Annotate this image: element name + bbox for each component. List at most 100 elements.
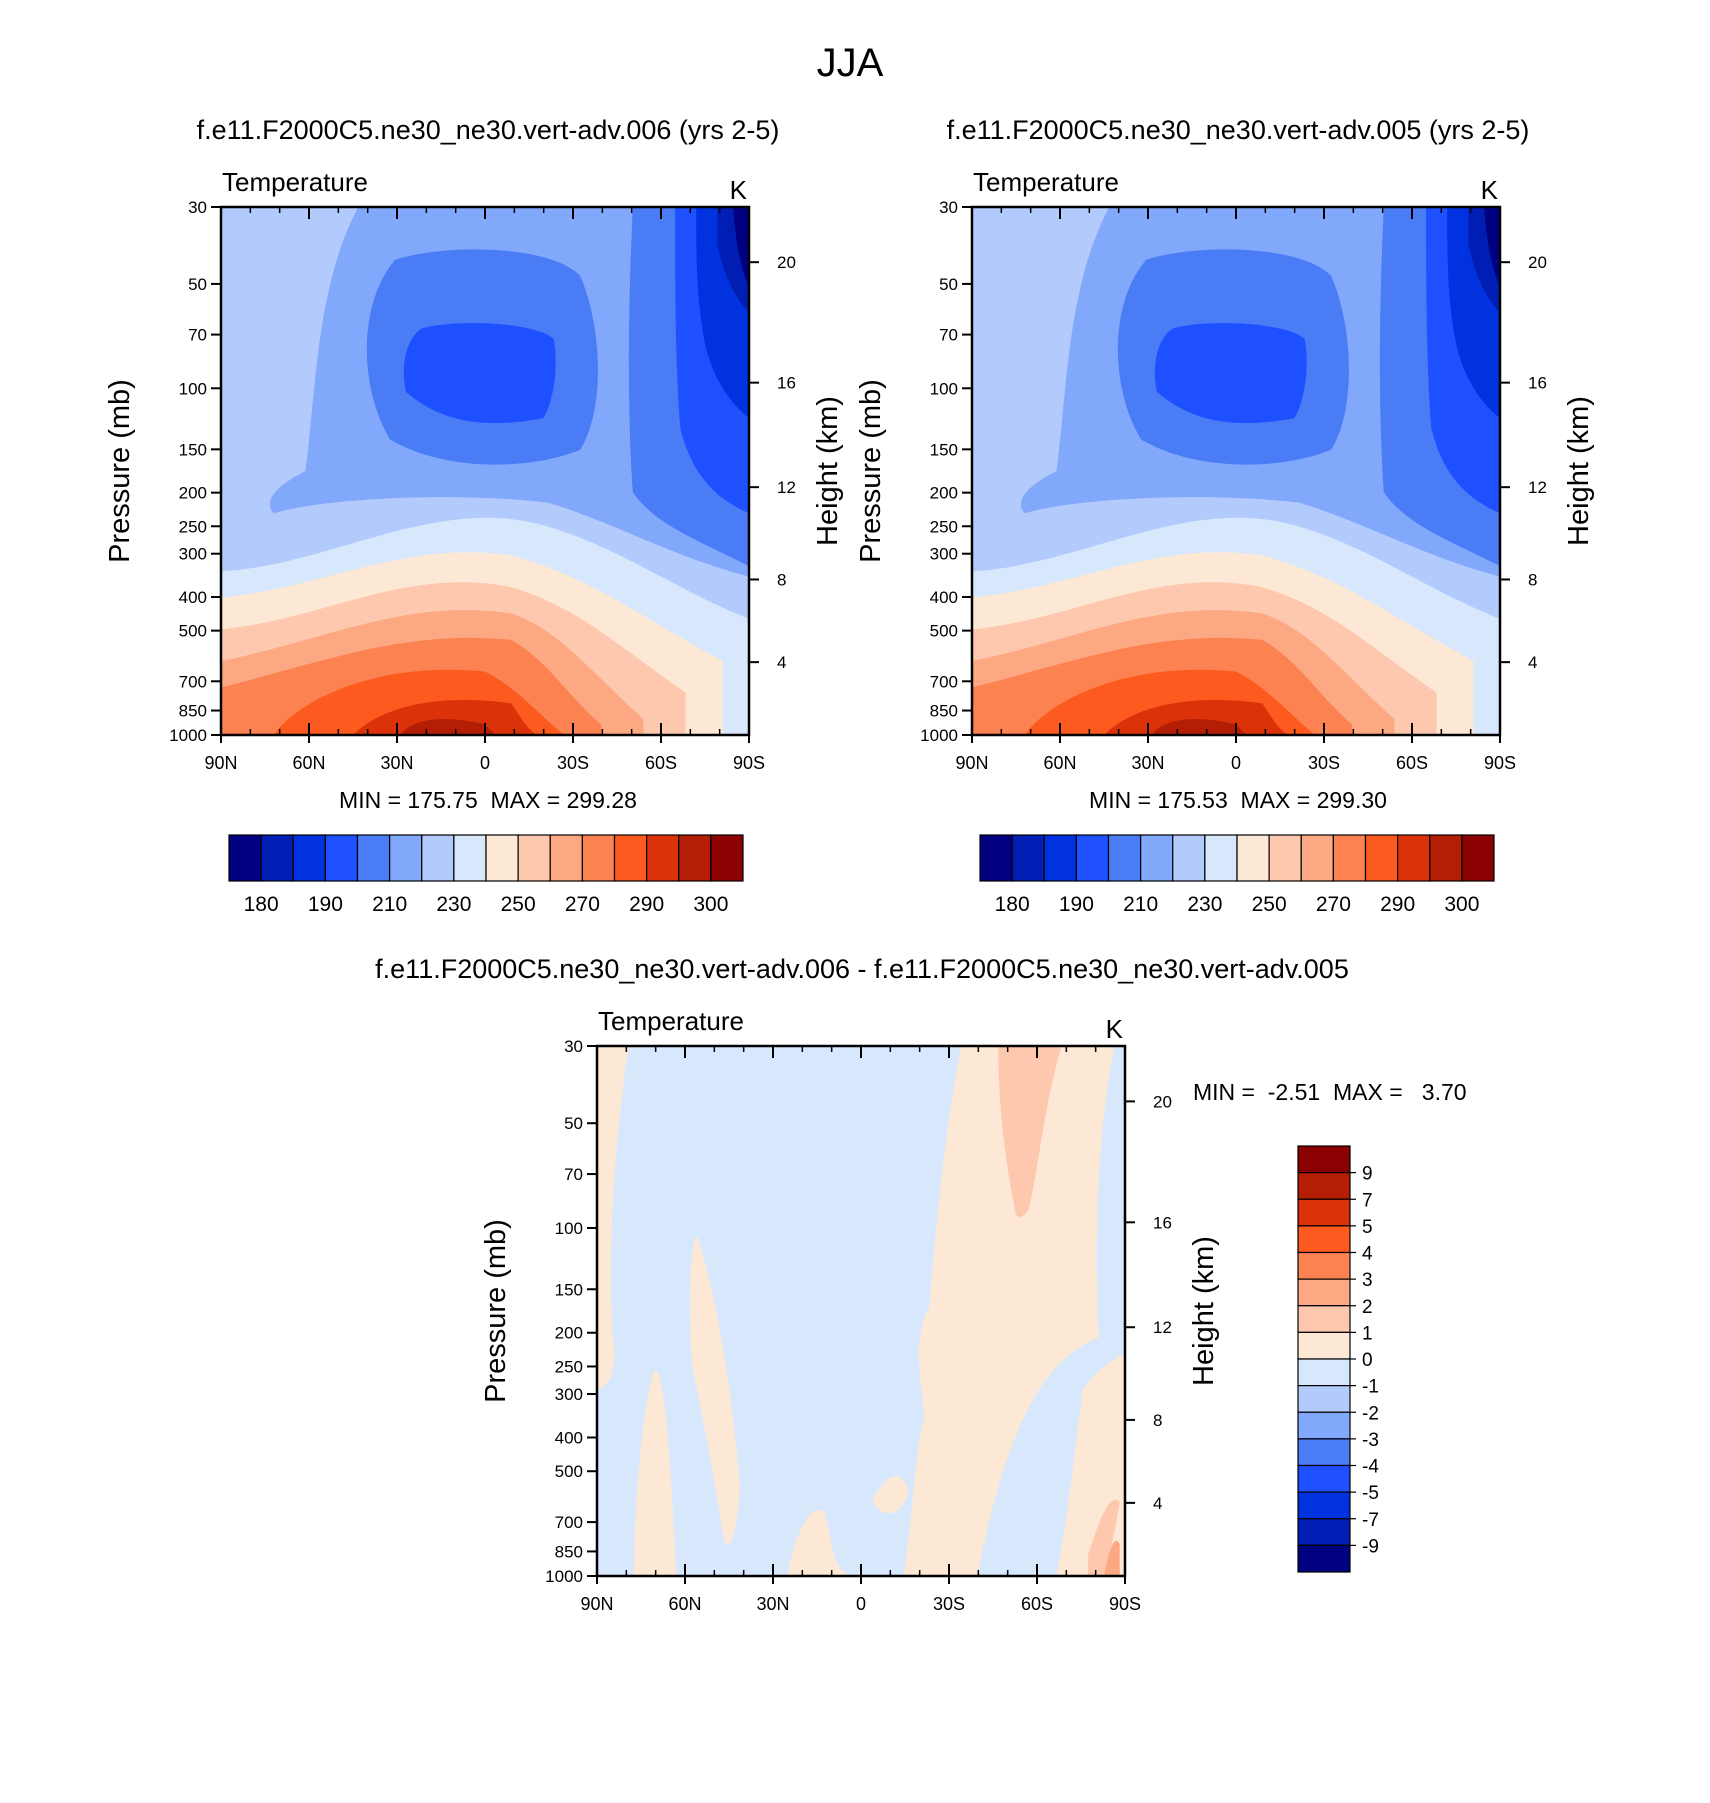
colorbar-label: 190 [308,893,343,916]
pressure-axis-title: Pressure (mb) [480,1219,512,1403]
colorbar-label: 180 [244,893,279,916]
contour-band [903,1046,1115,1576]
colorbar-box [1268,834,1302,882]
height-tick-label: 4 [1153,1494,1162,1513]
colorbar-box [1172,834,1206,882]
colorbar-box [1011,834,1045,882]
colorbar-box [1397,834,1431,882]
pressure-tick-label: 850 [179,702,207,721]
pressure-tick-label: 70 [188,326,207,345]
colorbar-box [1297,1251,1351,1280]
contour-band [353,700,538,735]
contour-fills [221,207,749,735]
colorbar-box [1297,1145,1351,1174]
x-tick-label: 30N [756,1594,789,1614]
height-tick-label: 4 [777,653,786,672]
colorbar-box [517,834,551,882]
colorbar-label: -7 [1362,1510,1379,1531]
colorbar-box [1300,834,1334,882]
panel-title: f.e11.F2000C5.ne30_ne30.vert-adv.006 - f… [375,954,1349,984]
colorbar-label: 5 [1362,1217,1373,1238]
x-tick-label: 0 [480,753,490,773]
colorbar-label: 9 [1362,1164,1373,1185]
colorbar-box [1297,1544,1351,1573]
pressure-tick-label: 1000 [169,726,207,745]
contour-band [871,1476,909,1514]
colorbar-box [1461,834,1495,882]
colorbar-box [1107,834,1142,882]
pressure-tick-label: 400 [930,588,958,607]
pressure-tick-label: 100 [930,379,958,398]
units-label: K [1481,175,1499,205]
x-tick-label: 90S [1484,753,1516,773]
height-tick-label: 8 [1528,570,1537,589]
colorbar-box [485,834,519,882]
pressure-tick-label: 250 [930,517,958,536]
min-max-stats: MIN = 175.75 MAX = 299.28 [339,787,637,813]
x-tick-label: 30S [557,753,589,773]
pressure-tick-label: 150 [930,440,958,459]
colorbar-label: 4 [1362,1244,1373,1265]
pressure-tick-label: 700 [930,672,958,691]
colorbar-label: 300 [1444,893,1479,916]
pressure-tick-label: 50 [188,275,207,294]
pressure-tick-label: 30 [564,1037,583,1056]
min-max-stats: MIN = -2.51 MAX = 3.70 [1193,1079,1467,1105]
colorbar-label: -9 [1362,1536,1379,1557]
height-axis-title: Height (km) [1188,1236,1220,1386]
colorbar-box [1075,834,1110,882]
colorbar-box [1204,834,1238,882]
height-tick-label: 16 [1153,1213,1172,1232]
x-tick-label: 60S [1021,1594,1053,1614]
x-tick-label: 30N [1131,753,1164,773]
colorbar-label: 7 [1362,1190,1373,1211]
figure-title: JJA [817,41,884,85]
x-tick-label: 90N [580,1594,613,1614]
colorbar-box [1297,1411,1351,1440]
colorbar-box [979,834,1013,882]
colorbar-box [1043,834,1077,882]
contour-panel: f.e11.F2000C5.ne30_ne30.vert-adv.006 - f… [375,954,1466,1614]
colorbar-box [1297,1172,1351,1200]
pressure-tick-label: 700 [555,1513,583,1532]
contour-band [597,1046,629,1391]
pressure-tick-label: 100 [179,379,207,398]
pressure-tick-label: 150 [179,440,207,459]
variable-label: Temperature [973,167,1119,197]
colorbar-box [453,834,487,882]
x-tick-label: 30S [933,1594,965,1614]
colorbar-box [1429,834,1463,882]
pressure-tick-label: 50 [564,1114,583,1133]
colorbar-box [549,834,583,882]
contour-panel: f.e11.F2000C5.ne30_ne30.vert-adv.006 (yr… [104,115,844,916]
colorbar-label: -5 [1362,1483,1379,1504]
colorbar-label: -4 [1362,1457,1379,1478]
colorbar-label: 230 [436,893,471,916]
x-tick-label: 60S [1396,753,1428,773]
colorbar-box [646,834,680,882]
height-tick-label: 12 [777,478,796,497]
height-tick-label: 16 [1528,374,1547,393]
colorbar-box [1297,1438,1351,1467]
pressure-tick-label: 1000 [545,1567,583,1586]
height-tick-label: 20 [1528,253,1547,272]
x-tick-label: 60N [292,753,325,773]
x-tick-label: 0 [856,1594,866,1614]
height-tick-label: 16 [777,374,796,393]
contour-band [403,322,556,424]
colorbar-label: 1 [1362,1323,1373,1344]
x-tick-label: 90S [1109,1594,1141,1614]
colorbar-box [389,834,423,882]
contour-band [1103,1540,1120,1576]
colorbar-box [1297,1331,1351,1360]
colorbar-box [1297,1385,1351,1413]
colorbar-label: -2 [1362,1403,1379,1424]
pressure-tick-label: 300 [930,545,958,564]
height-tick-label: 12 [1528,478,1547,497]
colorbar-label: 210 [372,893,407,916]
colorbar-box [260,834,294,882]
x-tick-label: 60S [645,753,677,773]
variable-label: Temperature [598,1006,744,1036]
pressure-axis-title: Pressure (mb) [855,379,887,563]
